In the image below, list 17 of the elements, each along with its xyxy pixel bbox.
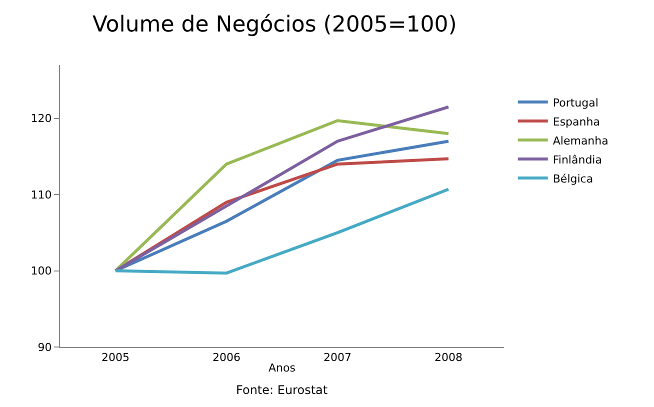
- x-tick-label: 2006: [212, 351, 240, 364]
- x-tick-label: 2005: [102, 351, 130, 364]
- x-axis-title: Anos: [268, 361, 296, 374]
- legend-label: Bélgica: [552, 172, 594, 186]
- y-tick-label: 90: [38, 340, 52, 354]
- source-note: Fonte: Eurostat: [236, 383, 328, 397]
- y-tick-label: 120: [30, 112, 52, 126]
- line-series: [114, 188, 450, 275]
- x-tick-label: 2008: [434, 351, 462, 364]
- y-tick-label: 100: [30, 264, 52, 278]
- y-tick-label: 110: [30, 188, 52, 202]
- legend-label: Espanha: [552, 115, 600, 128]
- legend-label: Finlândia: [552, 153, 602, 166]
- legend-label: Portugal: [552, 96, 598, 110]
- chart-title: Volume de Negócios (2005=100): [92, 12, 457, 38]
- x-tick-label: 2007: [324, 351, 352, 364]
- legend-label: Alemanha: [552, 134, 608, 148]
